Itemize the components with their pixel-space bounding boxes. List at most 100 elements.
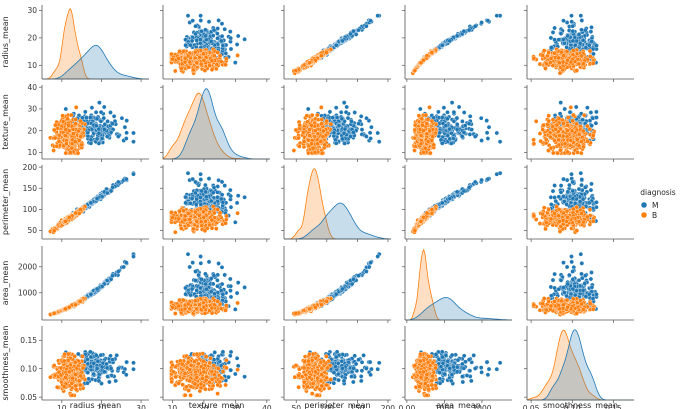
point-b xyxy=(320,134,326,139)
point-m xyxy=(94,116,100,122)
point-m xyxy=(218,38,224,44)
point-b xyxy=(215,50,220,55)
point-m xyxy=(558,31,564,36)
point-b xyxy=(73,117,78,122)
point-b xyxy=(574,121,579,127)
point-m xyxy=(449,130,454,136)
point-m xyxy=(485,18,491,23)
point-m xyxy=(456,104,462,110)
point-m xyxy=(193,31,198,37)
point-m xyxy=(211,27,217,33)
point-m xyxy=(339,116,345,122)
point-m xyxy=(124,176,129,182)
point-b xyxy=(576,143,582,149)
point-b xyxy=(541,48,547,53)
point-m xyxy=(557,111,563,116)
point-m xyxy=(183,42,188,48)
point-m xyxy=(376,139,382,144)
point-m xyxy=(105,119,110,124)
point-b xyxy=(579,150,584,156)
point-m xyxy=(89,105,95,110)
point-b xyxy=(581,61,586,66)
point-m xyxy=(336,123,342,128)
point-m xyxy=(193,23,198,29)
point-m xyxy=(494,13,500,18)
point-b xyxy=(557,133,562,138)
point-b xyxy=(297,122,302,128)
point-b xyxy=(575,150,580,155)
point-m xyxy=(454,127,460,132)
point-b xyxy=(307,127,312,132)
point-b xyxy=(568,105,574,110)
point-b xyxy=(419,116,425,122)
point-b xyxy=(425,117,431,122)
point-m xyxy=(569,13,574,18)
point-m xyxy=(441,105,447,110)
point-b xyxy=(424,121,430,126)
point-b xyxy=(194,60,200,66)
point-b xyxy=(212,53,217,58)
panel-radius_mean-vs-perimeter_mean xyxy=(281,5,391,82)
point-m xyxy=(368,136,373,141)
point-b xyxy=(56,139,62,144)
point-b xyxy=(72,139,78,144)
point-m xyxy=(436,109,441,115)
point-b xyxy=(418,141,424,147)
point-m xyxy=(88,200,94,206)
point-b xyxy=(568,138,574,143)
point-m xyxy=(479,138,484,143)
point-b xyxy=(546,50,551,55)
point-b xyxy=(202,68,208,73)
point-m xyxy=(368,18,373,23)
point-m xyxy=(104,190,110,196)
point-m xyxy=(364,134,369,139)
point-m xyxy=(88,115,93,120)
point-m xyxy=(573,104,579,110)
point-m xyxy=(461,28,467,34)
point-b xyxy=(78,134,83,139)
point-m xyxy=(338,110,344,115)
point-m xyxy=(440,42,445,48)
point-b xyxy=(580,128,586,134)
point-b xyxy=(429,50,435,55)
point-b xyxy=(570,118,575,124)
point-m xyxy=(589,25,594,30)
panel-radius_mean-vs-texture_mean xyxy=(160,5,270,82)
point-m xyxy=(586,42,592,48)
point-b xyxy=(533,119,539,124)
point-m xyxy=(199,28,204,34)
point-m xyxy=(565,33,571,39)
point-m xyxy=(588,29,594,34)
point-m xyxy=(348,134,353,139)
point-m xyxy=(364,115,369,121)
point-m xyxy=(478,115,484,121)
point-b xyxy=(590,133,596,138)
point-b xyxy=(319,117,325,122)
point-m xyxy=(585,105,590,110)
point-m xyxy=(330,115,335,120)
point-b xyxy=(63,133,68,138)
point-b xyxy=(181,49,186,54)
point-b xyxy=(571,48,576,53)
point-m xyxy=(349,119,354,124)
point-m xyxy=(220,43,226,48)
point-b xyxy=(321,128,326,134)
point-m xyxy=(84,115,89,120)
point-m xyxy=(552,25,557,31)
point-m xyxy=(570,28,576,34)
point-b xyxy=(223,62,228,68)
point-m xyxy=(198,18,204,23)
point-m xyxy=(351,28,356,34)
point-m xyxy=(590,115,596,121)
point-m xyxy=(440,141,445,146)
point-b xyxy=(561,121,566,126)
point-b xyxy=(585,138,590,144)
point-m xyxy=(198,13,203,18)
point-m xyxy=(485,136,491,141)
point-b xyxy=(76,138,82,143)
point-m xyxy=(486,124,492,130)
point-m xyxy=(131,139,136,144)
point-m xyxy=(99,136,105,141)
point-m xyxy=(185,13,191,18)
